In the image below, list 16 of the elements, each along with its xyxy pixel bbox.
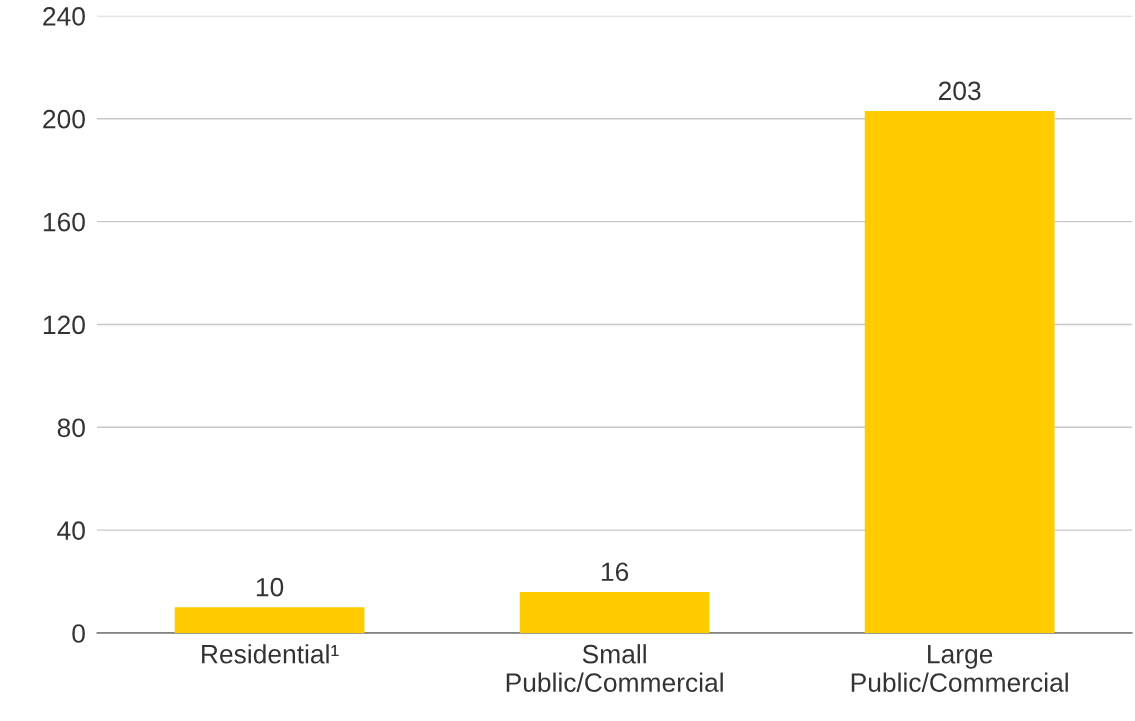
y-tick-label: 40 <box>57 521 85 540</box>
x-tick-label: Residential¹ <box>202 644 339 664</box>
y-tick-label: 120 <box>43 315 85 335</box>
data-label: 10 <box>256 577 284 597</box>
bar <box>519 591 710 634</box>
bar <box>864 111 1055 634</box>
y-tick-label: 240 <box>43 7 85 26</box>
y-tick-label: 80 <box>57 418 85 438</box>
data-label: 16 <box>601 562 629 582</box>
x-tick-label: Small Public/Commercial <box>506 644 723 692</box>
bar <box>174 607 365 634</box>
y-tick-label: 200 <box>43 109 85 129</box>
y-tick-label: 0 <box>72 624 85 643</box>
x-tick-label: Large Public/Commercial <box>851 645 1068 692</box>
data-label: 203 <box>938 81 981 101</box>
y-tick-label: 160 <box>43 212 85 232</box>
